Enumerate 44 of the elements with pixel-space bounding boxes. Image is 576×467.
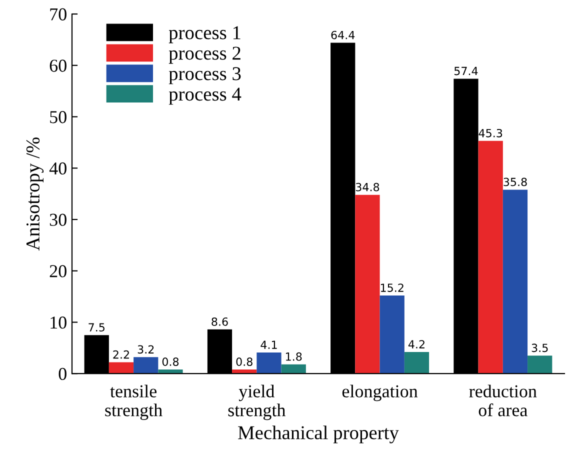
y-tick-label: 20 bbox=[50, 265, 66, 278]
data-label: 35.8 bbox=[504, 178, 527, 186]
data-label: 64.4 bbox=[331, 30, 355, 40]
y-tick-label: 10 bbox=[50, 316, 66, 329]
data-label: 3.5 bbox=[532, 344, 548, 352]
legend-label: process 3 bbox=[168, 67, 241, 84]
data-label: 0.8 bbox=[236, 358, 252, 366]
y-tick-label: 0 bbox=[58, 368, 66, 380]
data-label: 57.4 bbox=[454, 66, 478, 76]
data-label: 45.3 bbox=[478, 128, 502, 138]
bar bbox=[502, 190, 528, 374]
legend-label: process 4 bbox=[168, 88, 242, 105]
data-label: 4.1 bbox=[260, 340, 277, 349]
bar bbox=[380, 296, 404, 374]
legend-label: process 2 bbox=[168, 46, 240, 64]
bar bbox=[256, 352, 282, 374]
y-tick-label: 30 bbox=[50, 214, 66, 226]
data-label: 15.2 bbox=[380, 284, 404, 292]
y-tick-label: 70 bbox=[50, 8, 66, 20]
x-tick-label: yield strength bbox=[228, 384, 286, 420]
bar bbox=[528, 356, 552, 374]
bar bbox=[281, 364, 306, 374]
x-tick-label: reduction of area bbox=[469, 384, 537, 416]
x-tick-label: tensile strength bbox=[105, 384, 162, 420]
y-tick-label: 50 bbox=[50, 111, 66, 124]
data-label: 1.8 bbox=[286, 352, 302, 361]
data-label: 2.2 bbox=[113, 350, 129, 359]
data-label: 4.2 bbox=[408, 340, 424, 348]
data-label: 8.6 bbox=[212, 317, 228, 326]
data-label: 7.5 bbox=[88, 323, 104, 332]
bar bbox=[355, 194, 380, 374]
legend-label: process 1 bbox=[168, 26, 240, 44]
x-axis-title: Mechanical property bbox=[238, 426, 399, 444]
y-tick-label: 60 bbox=[50, 60, 66, 72]
data-label: 0.8 bbox=[162, 358, 179, 366]
bar bbox=[108, 362, 134, 374]
y-tick-label: 40 bbox=[49, 162, 66, 175]
data-label: 3.2 bbox=[138, 345, 154, 354]
bar bbox=[478, 140, 503, 374]
y-axis-title: Anisotropy /% bbox=[26, 137, 44, 251]
bar bbox=[404, 352, 430, 374]
x-tick-label: elongation bbox=[342, 384, 418, 402]
bar bbox=[134, 357, 158, 374]
data-label: 34.8 bbox=[356, 182, 380, 192]
